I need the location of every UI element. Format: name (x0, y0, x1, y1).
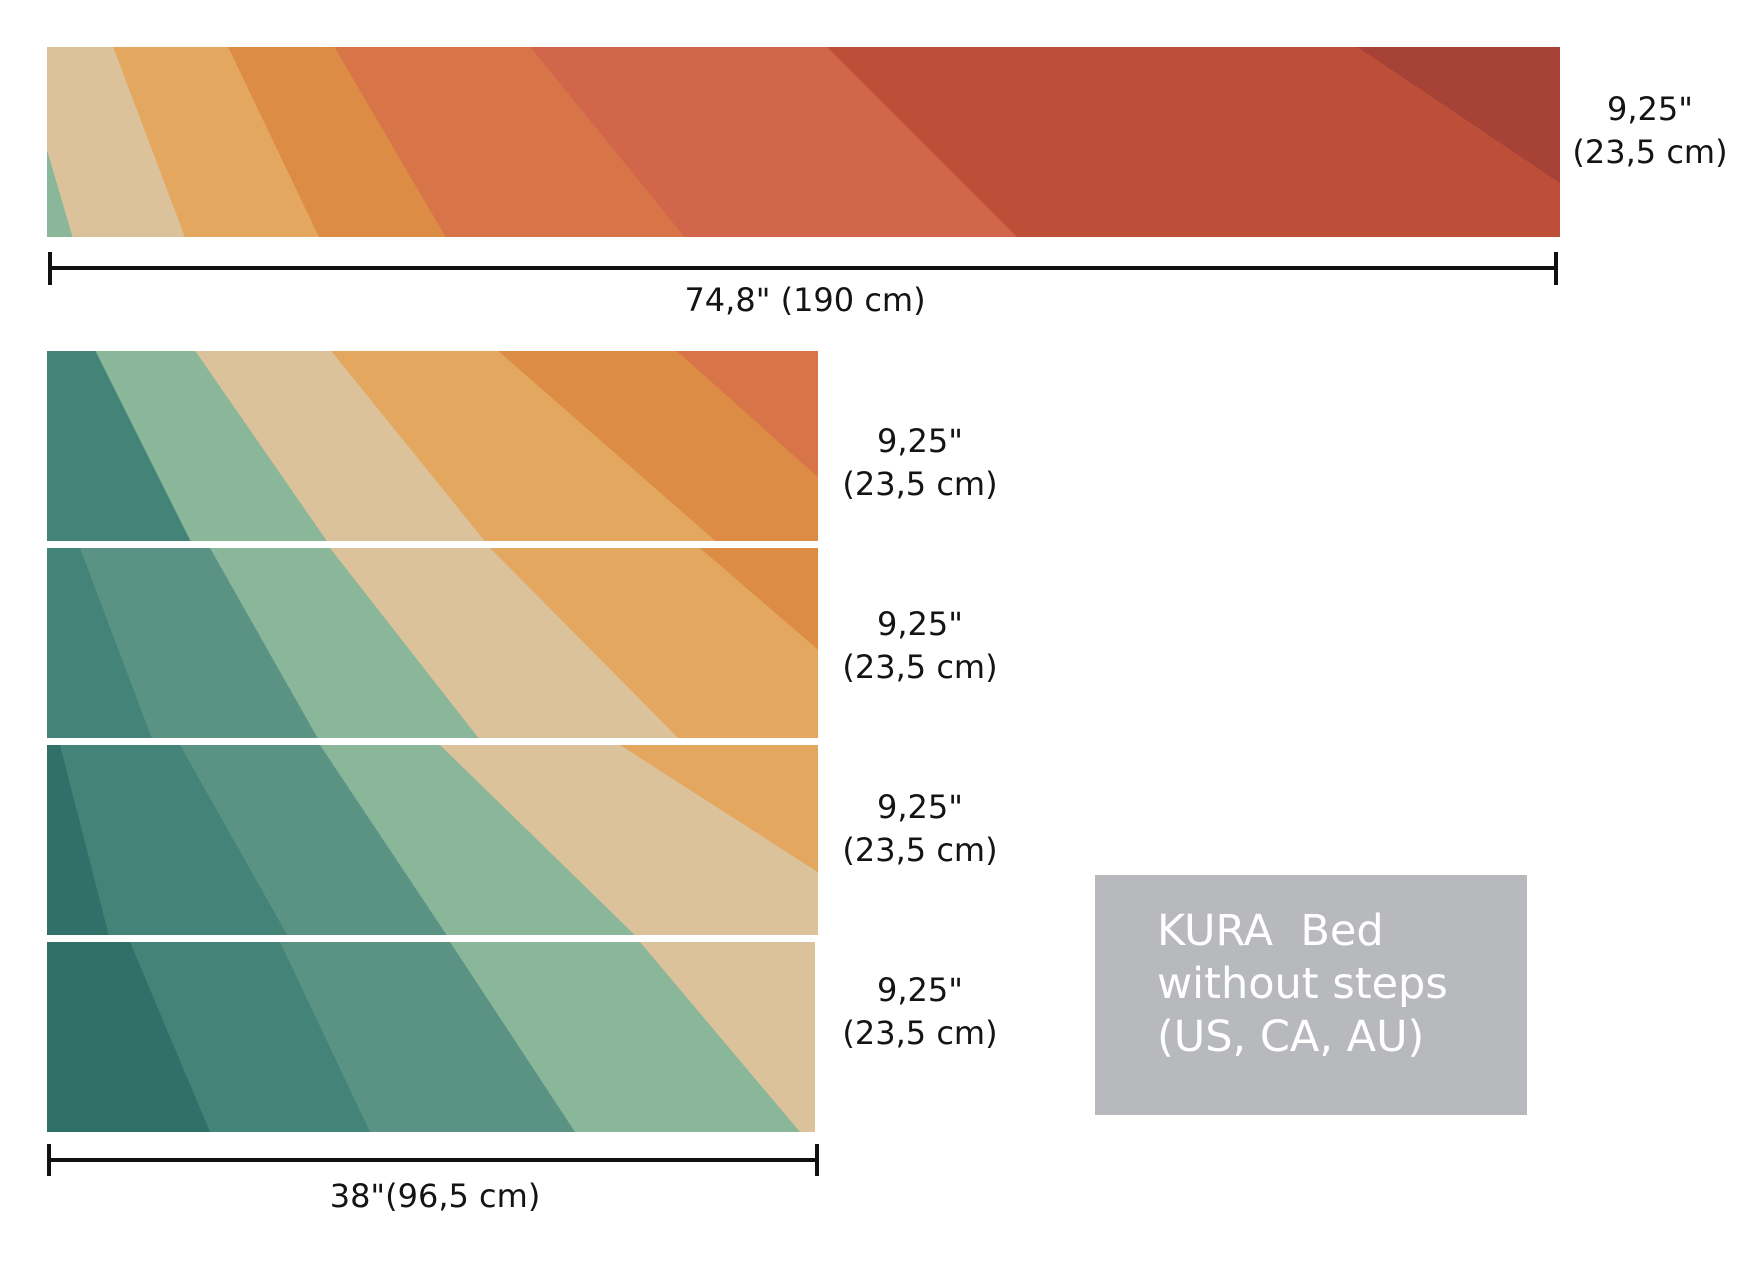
product-info-box: KURA Bed without steps (US, CA, AU) (1095, 875, 1527, 1115)
step-panel-1 (47, 351, 818, 541)
step-panel-4 (47, 942, 815, 1132)
info-box-line-3: (US, CA, AU) (1157, 1012, 1425, 1062)
step-panel-2-height-cm: (23,5 cm) (842, 648, 998, 686)
top-panel-height-cm: (23,5 cm) (1572, 133, 1728, 171)
step-panel-2-height-label: 9,25" (23,5 cm) (830, 603, 1010, 689)
top-panel (47, 47, 1560, 237)
step-panel-1-height-cm: (23,5 cm) (842, 465, 998, 503)
top-panel-height-inches: 9,25" (1607, 90, 1693, 128)
info-box-line-2: without steps (1157, 959, 1448, 1009)
top-panel-height-label: 9,25" (23,5 cm) (1560, 88, 1740, 174)
step-panel-3-height-label: 9,25" (23,5 cm) (830, 786, 1010, 872)
step-width-dimension (47, 1144, 819, 1176)
top-width-dimension (48, 252, 1558, 285)
step-panel-1-height-inches: 9,25" (877, 422, 963, 460)
step-panel-4-height-inches: 9,25" (877, 971, 963, 1009)
step-panel-4-height-cm: (23,5 cm) (842, 1014, 998, 1052)
step-panel-3-height-cm: (23,5 cm) (842, 831, 998, 869)
step-panel-4-height-label: 9,25" (23,5 cm) (830, 969, 1010, 1055)
top-panel-width-label: 74,8" (190 cm) (684, 281, 926, 319)
step-panel-2 (47, 548, 818, 738)
step-panel-1-height-label: 9,25" (23,5 cm) (830, 420, 1010, 506)
step-panel-3-height-inches: 9,25" (877, 788, 963, 826)
step-panel-3 (47, 745, 818, 935)
step-panel-2-height-inches: 9,25" (877, 605, 963, 643)
info-box-line-1: KURA Bed (1157, 906, 1384, 956)
step-panel-width-label: 38"(96,5 cm) (329, 1177, 541, 1215)
